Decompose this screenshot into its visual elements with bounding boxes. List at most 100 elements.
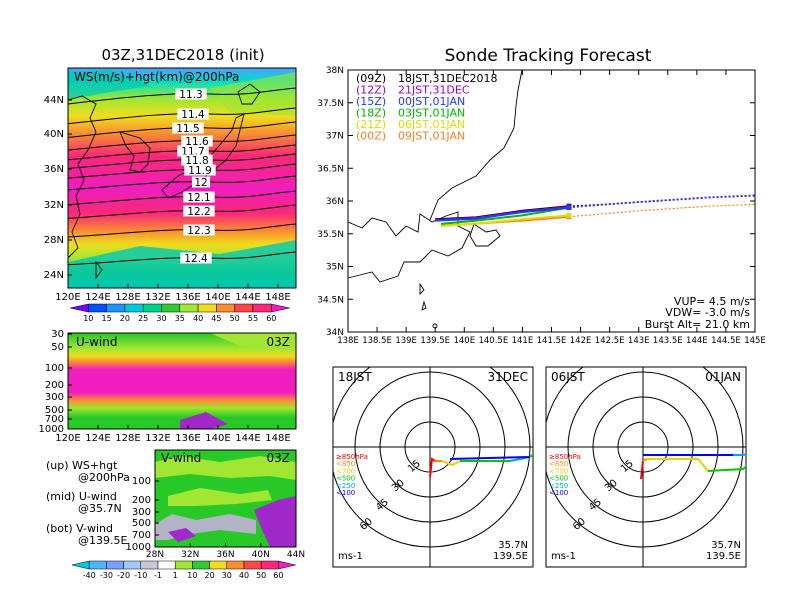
ws-colorbar-cell [124,303,144,313]
level-legend: <100 [336,489,355,497]
vwind-patch [254,496,296,547]
lon-tick-label: 142.5E [595,336,625,346]
korea-coast [119,131,151,173]
vwind-patch [168,488,272,506]
vwind-time: 03Z [267,451,291,465]
ws-colorbar-label: 35 [175,314,185,323]
hodograph-trace [529,453,533,458]
pressure-tick-label: 500 [45,405,64,416]
boso-peninsula [469,223,501,247]
param-vdw: VDW= -3.0 m/s [665,306,750,319]
legend-time: 03JST,01JAN [398,107,465,120]
wind-colorbar-cell [88,560,107,570]
lon-tick-label: 132E [145,433,170,444]
lat-tick-label: 44N [287,550,305,560]
wind-colorbar-label: -10 [134,571,147,580]
note-1a: (up) WS+hgt [46,459,118,472]
contour-label-bg [177,145,209,157]
level-legend: ≥850hPa [336,453,368,461]
lon-tick-label: 144E [235,433,260,444]
legend-time: 21JST,31DEC [398,84,470,97]
wind-colorbar-cell [278,560,296,570]
level-legend: <850 [336,460,355,468]
pressure-tick-label: 700 [45,414,64,425]
ws-colorbar-label: 40 [193,314,203,323]
uwind-lon-ticks: 120E 124E 128E 132E 136E 140E 144E 148E [55,425,291,444]
note-2a: (mid) U-wind [46,490,117,503]
lon-tick-label: 138E [337,336,359,346]
lat-tick-label: 34.5N [317,295,344,305]
wind-colorbar-label: 60 [273,571,283,580]
contour-label-bg [183,205,215,217]
lon-tick-label: 132E [145,292,170,303]
vwind-lat-ticks: 28N 32N 36N 40N 44N [146,543,305,560]
map-field-patch [210,72,296,116]
lon-tick-label: 140E [205,292,230,303]
map-lat-ticks: 44N 40N 36N 32N 28N 24N [44,95,72,281]
lat-tick-label: 34N [326,328,344,338]
legend-code: (00Z) [356,130,386,143]
ws-colorbar-cell [161,303,181,313]
lon-tick-label: 120E [55,292,80,303]
contour-label-bg [183,191,215,203]
contour-label: 11.8 [185,155,208,167]
track-line [440,206,570,225]
ws-colorbar: 10 15 20 25 30 35 40 45 50 55 60 [69,303,290,323]
level-legend: <500 [549,475,568,483]
hodograph-lon: 139.5E [493,551,528,562]
ws-colorbar-cell [252,303,272,313]
pressure-tick-label: 100 [45,363,64,374]
track-title: Sonde Tracking Forecast [445,46,652,66]
wind-colorbar-cell [192,560,210,570]
contour-label: 12.1 [187,192,210,204]
lon-tick-label: 139.5E [420,336,450,346]
lon-tick-label: 140E [453,336,475,346]
hodograph-trace [429,457,436,478]
lat-tick-label: 28N [44,235,64,246]
pressure-tick-label: 30 [51,329,64,340]
pressure-tick-label: 200 [45,380,64,391]
lat-tick-label: 35.5N [317,230,344,240]
honshu-east-coast [429,69,523,221]
lat-tick-label: 44N [44,95,64,106]
hodograph-lon: 139.5E [706,551,741,562]
lat-tick-label: 24N [44,270,64,281]
legend-code: (21Z) [356,118,386,131]
hodograph-trace [441,460,461,467]
lon-tick-label: 141E [512,336,534,346]
ws-colorbar-cell [271,303,290,313]
track-lat-ticks: 38N 37.5N 37N 36.5N 36N 35.5N 35N 34.5N 34N [317,66,755,338]
ws-colorbar-cell [69,303,89,313]
lat-tick-label: 32N [44,200,64,211]
burst-marker [566,205,572,211]
wind-colorbar-cell [106,560,124,570]
lon-tick-label: 143E [628,336,650,346]
hodograph-trace [647,458,709,472]
ws-colorbar-cell [106,303,126,313]
ws-colorbar-label: 25 [138,314,148,323]
wind-colorbar-cell [123,560,142,570]
height-contour-line [67,144,297,161]
wind-colorbar-cell [140,560,159,570]
ws-colorbar-cell [88,303,107,313]
ws-colorbar-cell [197,303,217,313]
lon-tick-label: 148E [265,292,290,303]
level-legend: <850 [549,460,568,468]
burst-marker [566,212,572,218]
ws-colorbar-label: 60 [266,314,276,323]
lon-tick-label: 148E [265,433,290,444]
ws-colorbar-cell [179,303,199,313]
lon-tick-label: 140.5E [478,336,508,346]
hodograph-trace [642,458,648,462]
contour-label-bg [172,122,204,134]
lat-tick-label: 40N [44,129,64,140]
lat-tick-label: 32N [181,550,199,560]
wind-colorbar-label: 20 [205,571,215,580]
wind-colorbar-cell [157,560,176,570]
lat-tick-label: 36.5N [317,164,344,174]
lon-tick-label: 144E [235,292,260,303]
wind-colorbar-label: 50 [256,571,266,580]
contour-label-bg [175,88,207,100]
